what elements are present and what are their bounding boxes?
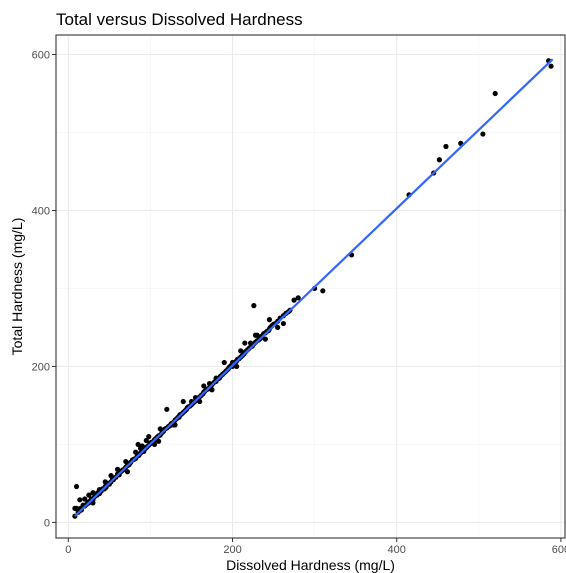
x-tick-label: 0: [65, 544, 71, 556]
data-point: [443, 143, 449, 150]
data-point: [133, 449, 139, 455]
data-point: [238, 348, 244, 354]
data-point: [436, 157, 442, 163]
y-tick-label: 400: [32, 205, 50, 217]
data-point: [102, 479, 108, 485]
data-point: [108, 473, 114, 479]
data-point: [73, 483, 80, 490]
data-point: [146, 434, 152, 440]
data-point: [90, 490, 96, 496]
x-tick-label: 600: [552, 544, 566, 556]
data-point: [82, 496, 88, 502]
grid-major-lines: [56, 35, 565, 538]
regression-fit-line: [74, 58, 554, 517]
y-tick-label: 0: [44, 517, 50, 529]
x-axis-title: Dissolved Hardness (mg/L): [226, 557, 395, 573]
data-point: [262, 336, 268, 342]
data-point: [124, 469, 131, 475]
plot-panel-border: [55, 34, 566, 539]
data-point: [143, 437, 149, 444]
y-axis-title: Total Hardness (mg/L): [9, 218, 25, 356]
data-point: [247, 340, 254, 346]
data-point: [180, 398, 186, 405]
data-point: [291, 297, 297, 303]
data-point: [251, 303, 257, 309]
data-point: [266, 317, 273, 323]
data-point: [480, 131, 486, 137]
data-point: [320, 288, 326, 294]
data-point: [242, 340, 248, 346]
data-point: [492, 90, 498, 97]
data-point: [114, 466, 121, 472]
data-point: [72, 505, 78, 511]
data-point: [164, 406, 170, 412]
data-point: [234, 363, 240, 370]
data-point: [252, 332, 259, 338]
x-tick-label: 200: [223, 544, 241, 556]
data-point: [123, 458, 129, 465]
data-point: [201, 383, 207, 389]
data-point: [548, 63, 554, 69]
data-point: [280, 320, 287, 327]
data-point: [157, 426, 163, 432]
data-point: [156, 438, 162, 444]
x-tick-label: 400: [388, 544, 406, 556]
y-tick-label: 600: [32, 49, 50, 61]
data-point: [295, 295, 301, 301]
y-tick-label: 200: [32, 361, 50, 373]
data-point: [172, 422, 178, 428]
data-point: [86, 492, 92, 498]
data-point: [77, 497, 83, 503]
y-axis-ticks: 0 200 400 600: [32, 49, 56, 529]
data-point: [209, 387, 215, 393]
data-point: [197, 398, 203, 405]
data-point: [135, 441, 141, 448]
data-point: [221, 359, 227, 366]
data-point: [275, 324, 281, 331]
chart-title: Total versus Dissolved Hardness: [56, 10, 303, 29]
data-point: [151, 441, 158, 448]
x-axis-ticks: 0 200 400 600: [65, 538, 566, 556]
